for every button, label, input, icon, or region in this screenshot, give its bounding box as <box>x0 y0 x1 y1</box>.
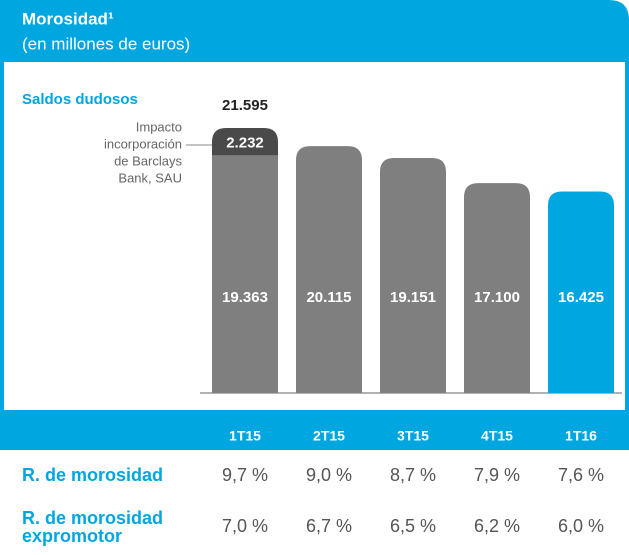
ratio-value: 6,2 % <box>474 516 520 536</box>
ratio-value: 8,7 % <box>390 465 436 485</box>
right-border <box>625 62 629 412</box>
chart-title: Morosidad¹ <box>22 9 114 28</box>
ratio-value: 9,7 % <box>222 465 268 485</box>
bar-segment <box>296 146 362 393</box>
annotation-line: de Barclays <box>114 153 182 168</box>
annotation-line: Bank, SAU <box>118 170 182 185</box>
bar-segment <box>464 183 530 393</box>
ratio-value: 6,0 % <box>558 516 604 536</box>
bar-segment <box>380 157 446 393</box>
ratio-name: R. de morosidad expromotor <box>22 508 164 546</box>
ratio-value: 7,9 % <box>474 465 520 485</box>
x-tick-label: 3T15 <box>397 428 429 444</box>
bar-segment <box>212 128 278 156</box>
ratio-value: 9,0 % <box>306 465 352 485</box>
value-label: 2.232 <box>226 135 264 152</box>
value-label: 16.425 <box>558 289 604 306</box>
x-tick-label: 1T16 <box>565 428 597 444</box>
value-label: 20.115 <box>306 289 351 306</box>
annotation-line: incorporación <box>104 136 182 151</box>
value-label: 19.151 <box>390 289 436 306</box>
chart-subtitle: (en millones de euros) <box>22 34 190 53</box>
header-band <box>0 0 629 62</box>
value-label: 17.100 <box>474 289 520 306</box>
series-label: Saldos dudosos <box>22 91 138 108</box>
value-label: 19.363 <box>222 289 268 306</box>
x-tick-label: 4T15 <box>481 428 513 444</box>
category-band <box>0 410 629 450</box>
bar-segment <box>548 191 614 393</box>
annotation-line: Impacto <box>136 119 182 134</box>
total-label: 21.595 <box>222 97 268 114</box>
bar-segment <box>212 155 278 393</box>
ratio-name: R. de morosidad <box>22 465 164 485</box>
ratio-value: 6,5 % <box>390 516 436 536</box>
ratio-value: 7,6 % <box>558 465 604 485</box>
ratio-value: 7,0 % <box>222 516 268 536</box>
x-tick-label: 1T15 <box>229 428 261 444</box>
left-border <box>0 62 4 412</box>
ratio-value: 6,7 % <box>306 516 352 536</box>
x-tick-label: 2T15 <box>313 428 345 444</box>
